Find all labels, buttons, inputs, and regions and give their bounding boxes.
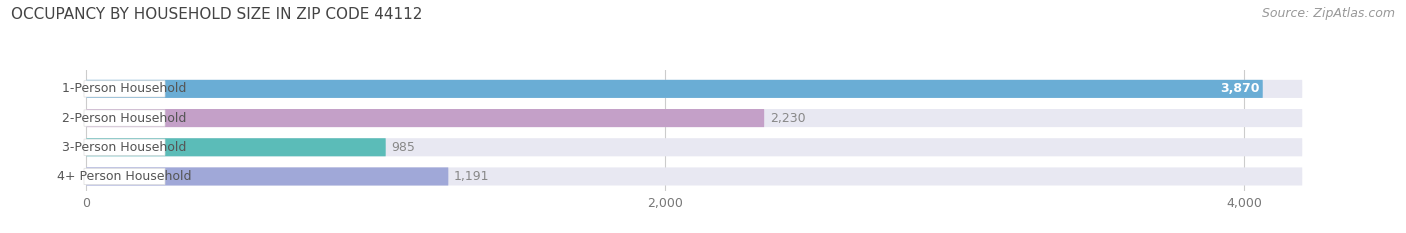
Text: 1,191: 1,191: [454, 170, 489, 183]
FancyBboxPatch shape: [86, 168, 449, 185]
FancyBboxPatch shape: [84, 81, 165, 97]
Text: 4+ Person Household: 4+ Person Household: [58, 170, 191, 183]
FancyBboxPatch shape: [86, 109, 765, 127]
FancyBboxPatch shape: [86, 168, 1302, 185]
Text: 3-Person Household: 3-Person Household: [62, 141, 187, 154]
Text: OCCUPANCY BY HOUSEHOLD SIZE IN ZIP CODE 44112: OCCUPANCY BY HOUSEHOLD SIZE IN ZIP CODE …: [11, 7, 423, 22]
Text: 1-Person Household: 1-Person Household: [62, 82, 187, 95]
Text: 2,230: 2,230: [770, 112, 806, 125]
FancyBboxPatch shape: [86, 109, 1302, 127]
FancyBboxPatch shape: [86, 80, 1263, 98]
FancyBboxPatch shape: [84, 168, 165, 185]
Text: 985: 985: [391, 141, 415, 154]
FancyBboxPatch shape: [84, 139, 165, 155]
Text: Source: ZipAtlas.com: Source: ZipAtlas.com: [1261, 7, 1395, 20]
Text: 2-Person Household: 2-Person Household: [62, 112, 187, 125]
FancyBboxPatch shape: [84, 110, 165, 126]
FancyBboxPatch shape: [86, 138, 385, 156]
Text: 3,870: 3,870: [1220, 82, 1260, 95]
FancyBboxPatch shape: [86, 138, 1302, 156]
FancyBboxPatch shape: [86, 80, 1302, 98]
